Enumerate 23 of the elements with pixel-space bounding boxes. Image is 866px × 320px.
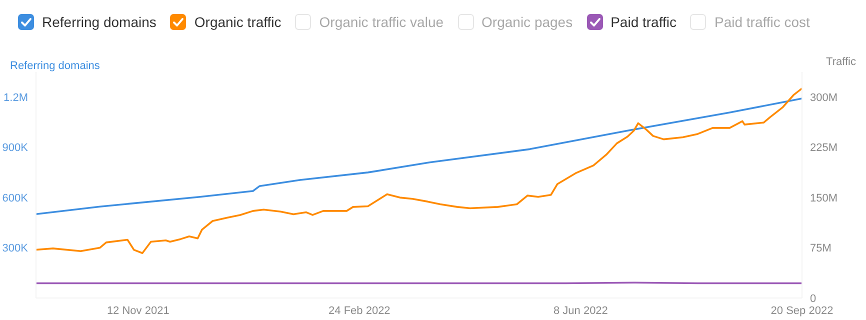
legend-label: Organic pages <box>482 14 573 30</box>
line-series <box>36 98 802 216</box>
x-tick-label: 20 Sep 2022 <box>770 304 834 317</box>
legend-label: Paid traffic cost <box>714 14 810 30</box>
y2-tick-label: 0 <box>810 292 816 305</box>
legend-label: Organic traffic <box>194 14 282 30</box>
y-tick-label: 300K <box>2 242 29 255</box>
y-tick-label: 600K <box>2 192 29 204</box>
y2-tick-label: 150M <box>810 192 838 204</box>
y2-tick-label: 300M <box>810 92 838 104</box>
y-axis-title: Referring domains <box>10 60 100 72</box>
y2-tick-label: 75M <box>810 242 832 255</box>
legend-label: Referring domains <box>42 14 156 30</box>
y2-axis-title: Traffic <box>826 56 856 68</box>
x-tick-label: 12 Nov 2021 <box>106 304 170 317</box>
x-tick-label: 8 Jun 2022 <box>553 304 608 317</box>
legend-label: Organic traffic value <box>319 14 444 30</box>
line-series <box>36 88 802 254</box>
y-tick-label: 900K <box>2 142 29 154</box>
legend-label: Paid traffic <box>610 14 676 30</box>
x-tick-label: 24 Feb 2022 <box>328 304 390 317</box>
y2-tick-label: 225M <box>810 142 838 154</box>
y-tick-label: 1.2M <box>4 92 28 104</box>
